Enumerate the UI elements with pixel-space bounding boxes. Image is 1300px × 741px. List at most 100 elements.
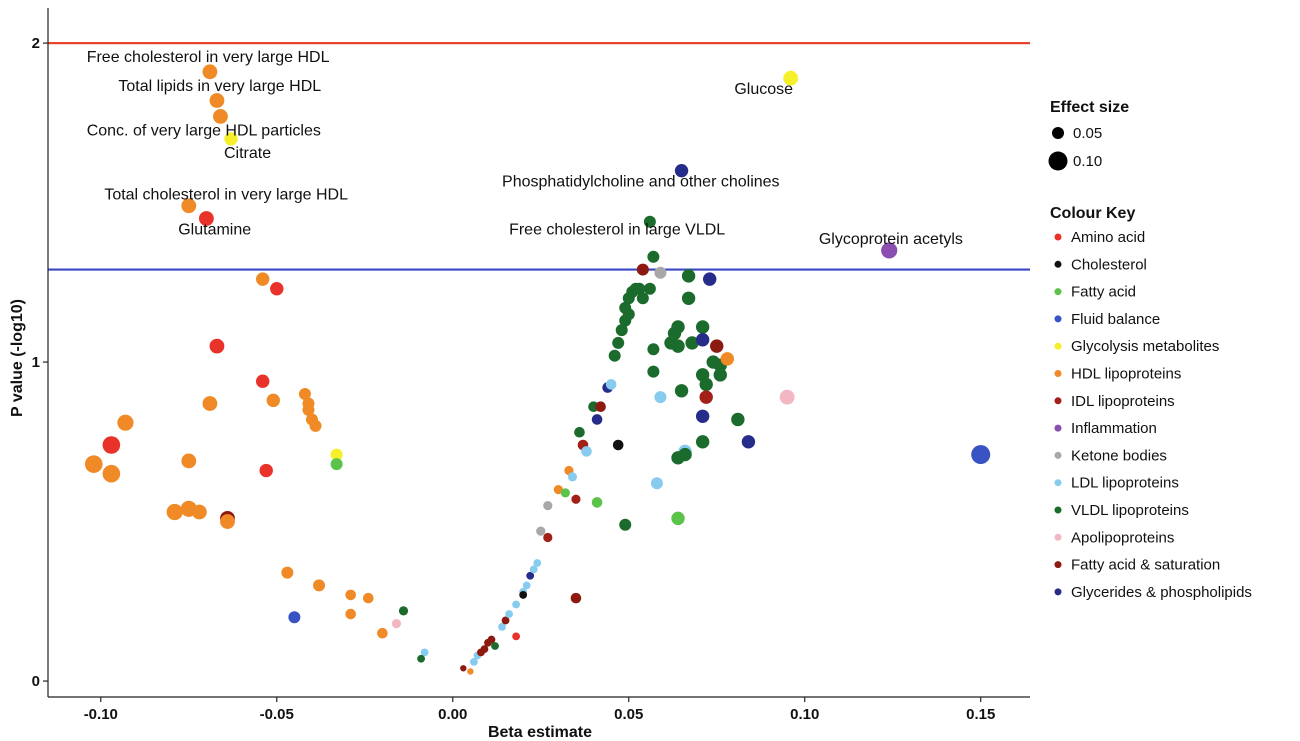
data-point xyxy=(633,282,646,295)
colour-legend-key xyxy=(1054,479,1062,487)
data-point xyxy=(671,320,685,334)
data-point xyxy=(681,269,696,283)
colour-legend-label: HDL lipoproteins xyxy=(1071,366,1181,383)
data-point xyxy=(612,336,625,349)
data-point xyxy=(699,390,713,404)
data-point xyxy=(553,485,563,495)
data-point xyxy=(266,393,280,408)
colour-legend-label: LDL lipoproteins xyxy=(1071,475,1179,492)
data-point xyxy=(536,526,546,536)
point-annotation: Conc. of very large HDL particles xyxy=(87,123,321,140)
y-tick-label: 0 xyxy=(32,673,40,690)
data-point xyxy=(391,619,402,629)
data-point xyxy=(501,616,510,625)
point-annotation: Free cholesterol in very large HDL xyxy=(87,49,330,66)
data-point xyxy=(467,668,474,675)
data-point xyxy=(710,339,724,353)
data-point xyxy=(191,504,207,520)
data-point xyxy=(779,389,795,405)
colour-legend-key xyxy=(1054,451,1062,459)
data-point xyxy=(713,368,727,382)
size-legend-title: Effect size xyxy=(1050,99,1129,116)
data-point xyxy=(731,412,745,427)
data-point xyxy=(330,458,343,471)
colour-legend-label: IDL lipoproteins xyxy=(1071,393,1175,410)
data-point xyxy=(313,579,326,592)
data-point xyxy=(420,648,429,657)
data-point xyxy=(102,436,121,454)
size-legend-label: 0.10 xyxy=(1073,153,1102,170)
data-point xyxy=(612,439,624,451)
data-point xyxy=(202,64,218,80)
data-point xyxy=(695,333,710,347)
colour-legend-label: Amino acid xyxy=(1071,229,1145,246)
x-tick-label: -0.10 xyxy=(84,706,118,723)
colour-legend-key xyxy=(1054,397,1062,405)
data-point xyxy=(460,665,467,672)
data-point xyxy=(720,352,735,366)
data-point xyxy=(362,592,374,604)
point-annotations: Free cholesterol in very large HDL Total … xyxy=(87,49,963,248)
legend: Effect size Colour Key 0.05 0.10 Amino aci… xyxy=(1048,99,1252,601)
data-point xyxy=(650,477,663,490)
x-axis-title: Beta estimate xyxy=(488,724,592,741)
data-point xyxy=(636,292,649,305)
colour-legend-label: Fatty acid xyxy=(1071,284,1136,301)
data-point xyxy=(84,455,103,473)
data-point xyxy=(181,198,197,214)
data-point xyxy=(302,403,315,416)
data-point xyxy=(512,600,521,609)
reference-lines xyxy=(48,41,1030,271)
data-point xyxy=(309,419,322,432)
data-point xyxy=(560,488,570,498)
data-point xyxy=(345,589,356,601)
data-point xyxy=(605,379,617,390)
colour-legend-key xyxy=(1054,424,1062,432)
data-point xyxy=(543,501,553,511)
data-point xyxy=(608,349,621,362)
colour-legend-key xyxy=(1054,561,1062,569)
data-point xyxy=(619,518,632,531)
data-point xyxy=(591,414,603,425)
colour-legend-label: Ketone bodies xyxy=(1071,447,1167,464)
point-annotation: Total cholesterol in very large HDL xyxy=(104,186,348,203)
data-point xyxy=(783,70,799,86)
data-point xyxy=(209,93,225,108)
colour-legend-label: Glycerides & phospholipids xyxy=(1071,584,1252,601)
data-point xyxy=(345,608,356,620)
colour-legend-key xyxy=(1054,370,1062,377)
data-point xyxy=(881,242,898,259)
data-point xyxy=(213,109,228,124)
x-tick-label: 0.10 xyxy=(790,706,819,723)
colour-legend-key xyxy=(1054,288,1062,296)
data-point xyxy=(181,453,197,469)
data-point xyxy=(695,409,710,423)
data-point xyxy=(480,645,489,654)
data-point xyxy=(529,565,538,574)
data-point xyxy=(647,250,660,263)
data-point xyxy=(498,622,506,631)
colour-legend-label: Apolipoproteins xyxy=(1071,529,1174,546)
data-point xyxy=(487,635,496,644)
data-point xyxy=(209,338,225,354)
data-point xyxy=(671,339,685,353)
data-point xyxy=(685,336,699,350)
data-point xyxy=(102,464,121,483)
data-point xyxy=(671,511,685,526)
data-point xyxy=(674,163,689,178)
data-point xyxy=(647,343,660,356)
colour-legend-key xyxy=(1054,315,1062,323)
data-point xyxy=(567,472,578,482)
colour-legend-label: Inflammation xyxy=(1071,420,1157,437)
x-tick-label: -0.05 xyxy=(260,706,294,723)
data-point xyxy=(570,592,582,604)
data-point xyxy=(971,445,991,465)
colour-legend-label: Fluid balance xyxy=(1071,311,1160,328)
data-point xyxy=(695,320,710,334)
data-point xyxy=(571,494,581,504)
data-point xyxy=(281,566,294,579)
y-tick-label: 2 xyxy=(32,35,40,52)
x-tick-label: 0.00 xyxy=(438,706,467,723)
data-point xyxy=(678,447,692,462)
